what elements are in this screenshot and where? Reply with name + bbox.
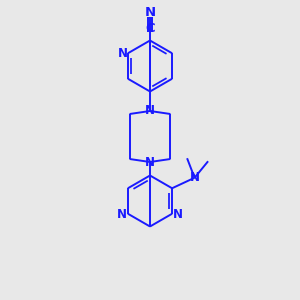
Text: N: N [190, 171, 200, 184]
Text: N: N [145, 155, 155, 169]
Text: N: N [118, 47, 128, 60]
Text: N: N [173, 208, 183, 221]
Text: C: C [145, 22, 155, 35]
Text: N: N [144, 5, 156, 19]
Text: N: N [117, 208, 127, 221]
Text: N: N [145, 104, 155, 118]
